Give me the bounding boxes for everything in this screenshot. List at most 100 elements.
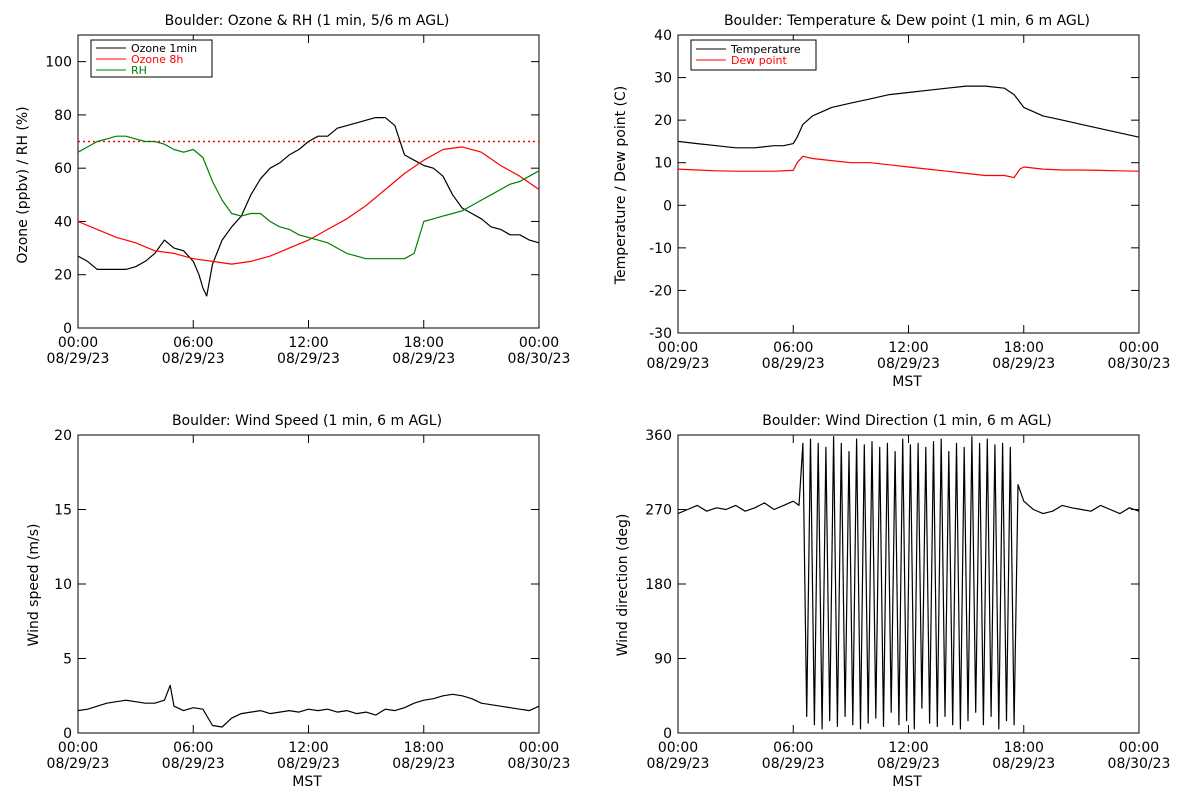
x-tick-label: 08/29/23: [877, 756, 940, 772]
x-tick-label: 08/29/23: [162, 756, 225, 772]
series-line-2: [677, 155, 1140, 179]
y-tick-label: 10: [54, 577, 72, 593]
y-tick-label: 0: [63, 726, 72, 742]
x-tick-label: 08/30/23: [508, 756, 571, 772]
x-tick-label: 00:00: [519, 740, 559, 756]
x-tick-label: 12:00: [288, 335, 328, 351]
plot-area: 02040608010000:0008/29/2306:0008/29/2312…: [45, 34, 571, 367]
y-tick-label: 60: [54, 161, 72, 177]
y-axis-label: Wind direction (deg): [615, 514, 631, 657]
y-tick-label: 80: [54, 108, 72, 124]
plot-area: 09018027036000:0008/29/2306:0008/29/2312…: [645, 428, 1170, 772]
y-tick-label: 10: [654, 156, 672, 172]
x-tick-label: 12:00: [288, 740, 328, 756]
legend-box: [690, 39, 817, 71]
x-tick-label: 08/29/23: [647, 356, 710, 372]
x-tick-label: 00:00: [1119, 340, 1159, 356]
plot-frame: [77, 434, 540, 734]
y-tick-label: 90: [654, 652, 672, 668]
chart-title: Boulder: Wind Direction (1 min, 6 m AGL): [762, 413, 1051, 429]
x-tick-label: 08/29/23: [277, 351, 340, 367]
legend-label-ozone-1min: Ozone 1min: [131, 42, 197, 55]
series-line-1: [77, 116, 540, 297]
plot-frame: [677, 34, 1140, 334]
legend-label-rh: RH: [131, 64, 147, 77]
x-tick-label: 08/30/23: [1108, 356, 1171, 372]
x-tick-label: 18:00: [1004, 340, 1044, 356]
y-tick-label: 180: [645, 577, 672, 593]
x-tick-label: 08/29/23: [992, 756, 1055, 772]
x-tick-label: 08/30/23: [508, 351, 571, 367]
x-axis-label: MST: [892, 774, 922, 790]
x-tick-label: 06:00: [173, 335, 213, 351]
y-tick-label: 360: [645, 428, 672, 444]
x-tick-label: 08/29/23: [877, 356, 940, 372]
plot-area: -30-20-1001020304000:0008/29/2306:0008/2…: [647, 28, 1171, 372]
y-tick-label: 30: [654, 71, 672, 87]
x-tick-label: 08/29/23: [47, 756, 110, 772]
x-tick-label: 06:00: [773, 740, 813, 756]
x-tick-label: 06:00: [773, 340, 813, 356]
legend: Temperature Dew point: [690, 39, 817, 71]
x-tick-label: 18:00: [404, 740, 444, 756]
x-tick-label: 12:00: [888, 340, 928, 356]
y-tick-label: 15: [54, 503, 72, 519]
y-tick-label: -10: [649, 241, 672, 257]
panel-wind-direction: Boulder: Wind Direction (1 min, 6 m AGL)…: [615, 413, 1170, 790]
x-axis-label: MST: [292, 774, 322, 790]
y-tick-label: 40: [654, 28, 672, 44]
legend-label-dew-point: Dew point: [731, 54, 787, 67]
x-tick-label: 06:00: [173, 740, 213, 756]
x-tick-label: 18:00: [404, 335, 444, 351]
plot-area: 0510152000:0008/29/2306:0008/29/2312:000…: [47, 428, 571, 772]
y-tick-label: 20: [654, 113, 672, 129]
x-tick-label: 08/29/23: [647, 756, 710, 772]
y-tick-label: 20: [54, 428, 72, 444]
y-tick-label: 0: [663, 198, 672, 214]
series-line-3: [77, 135, 540, 260]
y-tick-label: 270: [645, 503, 672, 519]
chart-title: Boulder: Temperature & Dew point (1 min,…: [724, 13, 1090, 29]
series-line-1: [677, 436, 1140, 730]
chart-title: Boulder: Ozone & RH (1 min, 5/6 m AGL): [165, 13, 450, 29]
x-tick-label: 08/29/23: [392, 756, 455, 772]
x-tick-label: 08/30/23: [1108, 756, 1171, 772]
x-tick-label: 18:00: [1004, 740, 1044, 756]
series-line-2: [77, 146, 540, 265]
panel-temperature-dewpoint: Boulder: Temperature & Dew point (1 min,…: [613, 13, 1170, 390]
y-tick-label: 5: [63, 652, 72, 668]
series-line-1: [677, 85, 1140, 149]
x-tick-label: 00:00: [1119, 740, 1159, 756]
legend-label-temperature: Temperature: [730, 43, 801, 56]
series-line-1: [77, 684, 540, 728]
x-tick-label: 08/29/23: [762, 356, 825, 372]
panel-ozone-rh: Boulder: Ozone & RH (1 min, 5/6 m AGL) O…: [15, 13, 570, 367]
x-tick-label: 12:00: [888, 740, 928, 756]
y-tick-label: -20: [649, 283, 672, 299]
legend: Ozone 1min Ozone 8h RH: [90, 39, 213, 78]
x-axis-label: MST: [892, 374, 922, 390]
y-tick-label: 0: [63, 321, 72, 337]
x-tick-label: 08/29/23: [277, 756, 340, 772]
y-tick-label: 20: [54, 268, 72, 284]
y-tick-label: -30: [649, 326, 672, 342]
y-axis-label: Ozone (ppbv) / RH (%): [15, 106, 31, 263]
y-tick-label: 0: [663, 726, 672, 742]
y-tick-label: 40: [54, 214, 72, 230]
chart-title: Boulder: Wind Speed (1 min, 6 m AGL): [172, 413, 442, 429]
plot-frame: [77, 34, 540, 329]
x-tick-label: 00:00: [58, 335, 98, 351]
x-tick-label: 00:00: [519, 335, 559, 351]
x-tick-label: 00:00: [58, 740, 98, 756]
x-tick-label: 08/29/23: [162, 351, 225, 367]
x-tick-label: 00:00: [658, 340, 698, 356]
x-tick-label: 00:00: [658, 740, 698, 756]
x-tick-label: 08/29/23: [762, 756, 825, 772]
legend-label-ozone-8h: Ozone 8h: [131, 53, 183, 66]
panel-wind-speed: Boulder: Wind Speed (1 min, 6 m AGL) Win…: [26, 413, 570, 790]
y-tick-label: 100: [45, 55, 72, 71]
x-tick-label: 08/29/23: [47, 351, 110, 367]
x-tick-label: 08/29/23: [392, 351, 455, 367]
y-axis-label: Temperature / Dew point (C): [613, 86, 629, 285]
